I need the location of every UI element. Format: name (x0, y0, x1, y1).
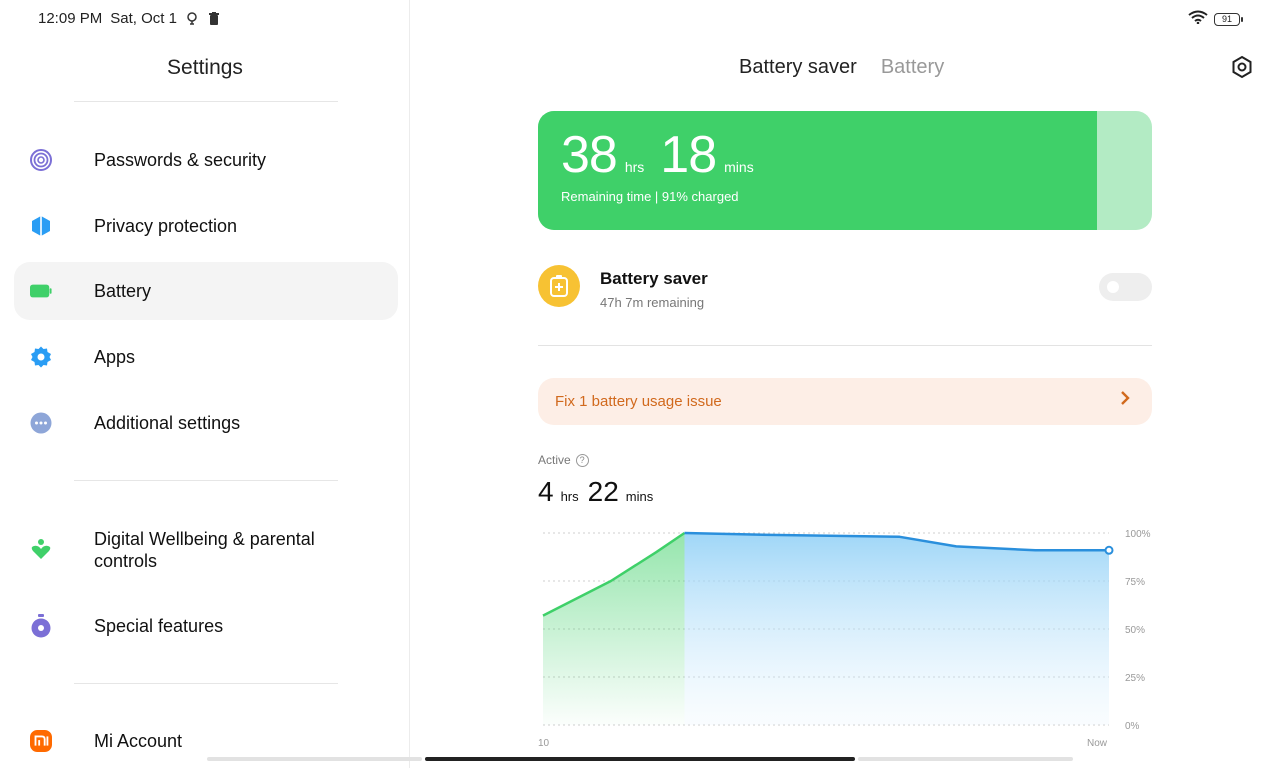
battery-saver-icon (538, 265, 580, 307)
discharging-area (684, 533, 1109, 725)
battery-saver-subtitle: 47h 7m remaining (600, 295, 705, 310)
sidebar-item-label: Battery (94, 281, 152, 301)
battery-level-chart: 100% 75% 50% 25% 0% 10 Now (538, 529, 1151, 749)
remaining-hours: 38 (561, 126, 618, 184)
stopwatch-icon (30, 614, 52, 638)
wellbeing-heart-icon (30, 538, 52, 560)
current-level-marker (1104, 545, 1114, 555)
privacy-shield-icon (30, 215, 52, 237)
hours-unit: hrs (560, 489, 579, 504)
divider (74, 683, 338, 684)
sidebar-item-label: Additional settings (94, 413, 241, 433)
active-hours: 4 (538, 476, 554, 507)
hours-unit: hrs (624, 159, 645, 175)
mi-logo-icon (30, 730, 52, 752)
settings-hexagon-icon[interactable] (1230, 55, 1254, 79)
discharging-line (684, 531, 1109, 552)
tab-battery-saver[interactable]: Battery saver (739, 56, 857, 78)
battery-saver-title: Battery saver (600, 269, 708, 288)
sidebar-item-label: Mi Account (94, 731, 183, 751)
sidebar-item-label: Apps (94, 347, 136, 367)
sidebar-item-battery[interactable]: Battery (14, 262, 398, 320)
charging-line (542, 531, 686, 617)
sidebar-item-digital-wellbeing[interactable]: Digital Wellbeing & parental controls (14, 518, 398, 582)
tab-battery[interactable]: Battery (880, 56, 945, 78)
sidebar-item-label: Digital Wellbeing & parental controls (94, 529, 315, 571)
x-tick-label: Now (1087, 738, 1108, 749)
home-gesture-bar[interactable] (425, 757, 855, 761)
settings-sidebar: Settings Passwords & security Privacy pr… (0, 0, 410, 768)
active-minutes: 22 (587, 476, 619, 507)
help-icon[interactable]: ? (575, 453, 589, 467)
wifi-icon (1188, 10, 1208, 29)
sidebar-item-label: Passwords & security (94, 150, 267, 170)
sidebar-item-passwords-security[interactable]: Passwords & security (14, 131, 398, 189)
active-label: Active ? (538, 453, 589, 467)
y-tick-label: 0% (1125, 721, 1140, 732)
status-date: Sat, Oct 1 (110, 10, 177, 27)
minutes-unit: mins (724, 159, 754, 175)
status-bar-right: 91 (1188, 10, 1243, 29)
charge-level-fill (538, 111, 1097, 230)
status-bar-left: 12:09 PM Sat, Oct 1 (38, 10, 221, 27)
x-tick-label: 10 (538, 738, 550, 749)
sidebar-item-privacy-protection[interactable]: Privacy protection (14, 197, 398, 255)
battery-saver-toggle[interactable] (1099, 273, 1152, 301)
remaining-time-card: 38 hrs 18 mins Remaining time | 91% char… (538, 111, 1152, 230)
location-icon (185, 11, 199, 26)
divider (74, 101, 338, 102)
battery-saver-row[interactable]: Battery saver 47h 7m remaining (538, 262, 1152, 312)
sidebar-item-special-features[interactable]: Special features (14, 597, 398, 655)
minutes-unit: mins (625, 489, 654, 504)
toggle-knob (1107, 281, 1119, 293)
sidebar-item-mi-account[interactable]: Mi Account (14, 712, 398, 768)
remaining-subtitle: Remaining time | 91% charged (561, 189, 739, 204)
active-label-text: Active (538, 453, 571, 467)
active-time: 4 hrs 22 mins (538, 476, 655, 508)
sidebar-item-label: Privacy protection (94, 216, 238, 236)
sidebar-item-apps[interactable]: Apps (14, 328, 398, 386)
sidebar-item-additional-settings[interactable]: Additional settings (14, 394, 398, 452)
charging-area (543, 533, 685, 725)
divider (74, 480, 338, 481)
sidebar-title: Settings (167, 56, 243, 79)
battery-icon: 91 (1214, 13, 1243, 26)
remaining-time: 38 hrs 18 mins (561, 125, 762, 185)
y-tick-label: 50% (1125, 625, 1145, 636)
status-time: 12:09 PM (38, 10, 103, 27)
more-icon (30, 412, 52, 434)
sidebar-item-label: Special features (94, 616, 224, 636)
y-tick-label: 100% (1125, 529, 1151, 540)
fix-issue-text: Fix 1 battery usage issue (555, 393, 722, 410)
fix-issue-banner[interactable]: Fix 1 battery usage issue (538, 378, 1152, 425)
chevron-right-icon (1120, 390, 1130, 411)
split-handle-left[interactable] (207, 757, 422, 761)
fingerprint-icon (30, 149, 52, 171)
remaining-minutes: 18 (660, 126, 717, 184)
battery-icon (30, 280, 52, 302)
y-tick-label: 25% (1125, 673, 1145, 684)
trash-icon (207, 12, 221, 26)
divider (538, 345, 1152, 346)
gear-icon (30, 346, 52, 368)
tab-bar: Battery saver Battery (739, 56, 944, 79)
y-tick-label: 75% (1125, 577, 1145, 588)
split-handle-right[interactable] (858, 757, 1073, 761)
